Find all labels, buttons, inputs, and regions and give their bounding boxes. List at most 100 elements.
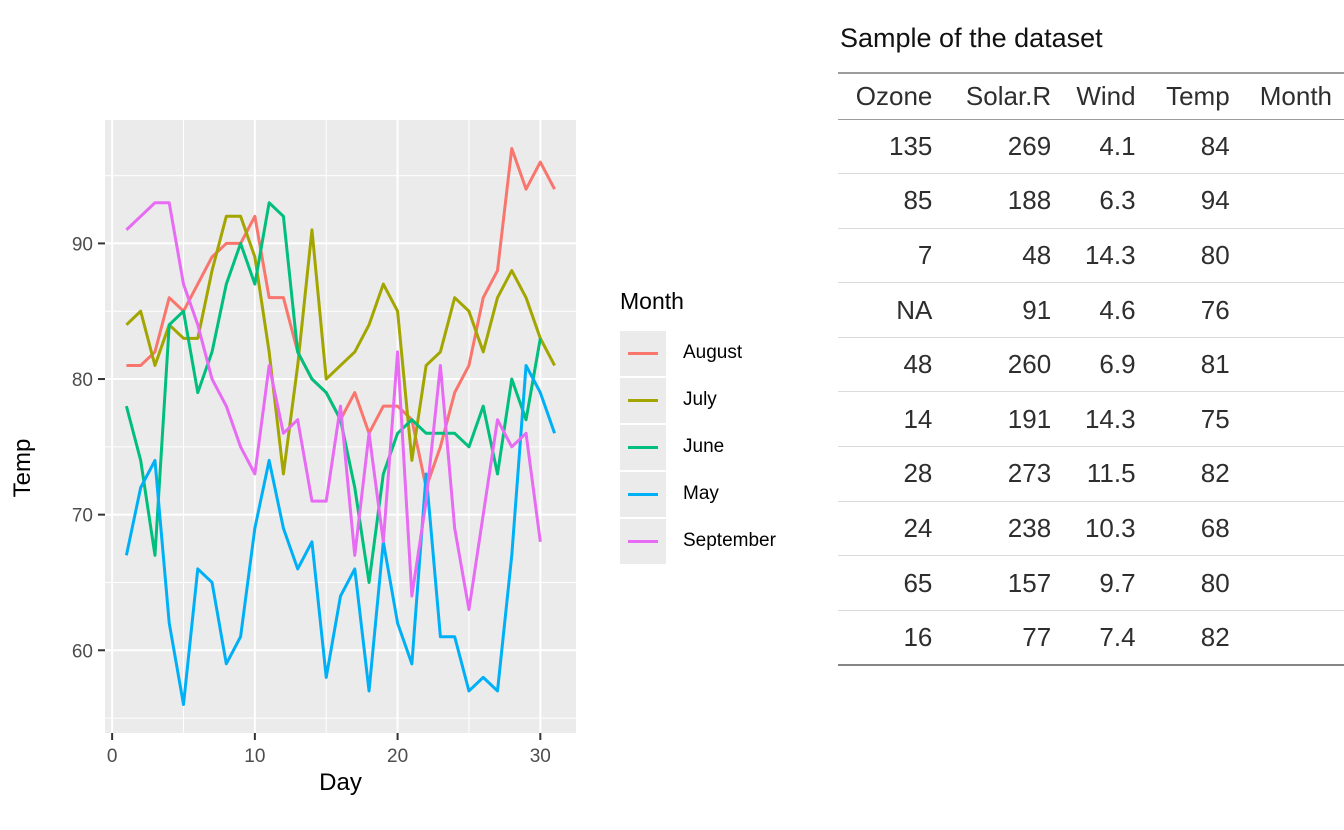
dataset-sample-section: Sample of the dataset Ozone Solar.R Wind Te… xyxy=(838,22,1344,666)
table-cell: 7 xyxy=(917,239,933,270)
table-cell: 82 xyxy=(1200,458,1230,489)
table-cell: 188 xyxy=(1007,185,1052,216)
x-tick-label: 30 xyxy=(530,746,551,767)
table-cell: 191 xyxy=(1007,403,1052,434)
table-cell: 81 xyxy=(1200,349,1230,380)
table-cell xyxy=(1242,228,1344,283)
column-header-wind: Wind xyxy=(1076,80,1136,111)
table-row: 28 273 11.5 82 xyxy=(838,447,1344,502)
x-tick-label: 0 xyxy=(107,746,118,767)
table-cell: 269 xyxy=(1007,130,1052,161)
chart-legend: Month August July June May September xyxy=(620,288,776,565)
table-cell: 135 xyxy=(889,130,933,161)
legend-key-line-icon xyxy=(628,398,658,402)
legend-label-september: September xyxy=(683,530,776,551)
legend-items: August July June May September xyxy=(620,330,776,564)
table-cell: 6.9 xyxy=(1099,349,1136,380)
legend-title: Month xyxy=(620,288,684,314)
table-cell xyxy=(1242,119,1344,174)
legend-item-july: July xyxy=(620,377,776,423)
table-cell: 6.3 xyxy=(1099,185,1136,216)
legend-key-september xyxy=(620,518,666,564)
table-cell: 75 xyxy=(1200,403,1230,434)
y-tick-label: 80 xyxy=(72,370,93,391)
table-cell: 76 xyxy=(1200,294,1230,325)
y-tick-label: 90 xyxy=(72,234,93,255)
table-row: 85 188 6.3 94 xyxy=(838,174,1344,229)
series-line-may xyxy=(124,363,557,707)
y-tick-label: 70 xyxy=(72,506,93,527)
table-cell: 48 xyxy=(1022,239,1052,270)
table-row: NA 91 4.6 76 xyxy=(838,283,1344,338)
table-cell: 238 xyxy=(1007,512,1052,543)
legend-key-may xyxy=(620,471,666,517)
table-cell xyxy=(1242,174,1344,229)
column-header-temp: Temp xyxy=(1166,80,1230,111)
table-cell: 85 xyxy=(903,185,933,216)
table-cell: 77 xyxy=(1022,621,1052,652)
legend-item-may: May xyxy=(620,471,776,517)
legend-label-july: July xyxy=(683,389,717,410)
y-tick-label: 60 xyxy=(72,641,93,662)
table-row: 135 269 4.1 84 xyxy=(838,119,1344,174)
table-row: 24 238 10.3 68 xyxy=(838,501,1344,556)
legend-key-july xyxy=(620,377,666,423)
table-cell: 7.4 xyxy=(1099,621,1136,652)
legend-label-august: August xyxy=(683,342,743,363)
table-cell: 28 xyxy=(903,458,933,489)
legend-key-august xyxy=(620,330,666,376)
y-axis-title: Temp xyxy=(9,439,36,498)
table-cell: 82 xyxy=(1200,621,1230,652)
table-row: 16 77 7.4 82 xyxy=(838,610,1344,665)
table-cell xyxy=(1242,447,1344,502)
sample-table: Ozone Solar.R Wind Temp Month 135 269 4.1 84 85 1… xyxy=(838,72,1344,666)
series-line-september xyxy=(125,201,542,612)
x-axis-title: Day xyxy=(319,769,362,796)
legend-key-june xyxy=(620,424,666,470)
table-cell: 11.5 xyxy=(1086,458,1136,489)
table-cell: 84 xyxy=(1200,130,1230,161)
table-cell: 14 xyxy=(903,403,933,434)
temp-line-chart: 0 10 20 30 60 70 80 90 Day Temp xyxy=(9,120,576,796)
x-tick-label: 20 xyxy=(387,746,408,767)
table-cell: 48 xyxy=(903,349,933,380)
table-cell xyxy=(1242,337,1344,392)
legend-key-line-icon xyxy=(628,492,658,496)
table-cell: 16 xyxy=(903,621,933,652)
table-cell xyxy=(1242,610,1344,665)
column-header-ozone: Ozone xyxy=(855,80,933,111)
legend-key-line-icon xyxy=(628,445,658,449)
table-header-row: Ozone Solar.R Wind Temp Month xyxy=(838,73,1344,119)
table-cell: 65 xyxy=(903,567,933,598)
table-row: 14 191 14.3 75 xyxy=(838,392,1344,447)
table-cell xyxy=(1242,501,1344,556)
table-cell: 24 xyxy=(903,512,933,543)
legend-item-september: September xyxy=(620,518,776,564)
legend-item-june: June xyxy=(620,424,776,470)
column-header-month: Month xyxy=(1259,80,1332,111)
table-cell xyxy=(1242,556,1344,611)
table-cell: 80 xyxy=(1200,567,1230,598)
table-cell: 14.3 xyxy=(1084,403,1136,434)
series-line-july xyxy=(125,214,556,476)
table-cell: NA xyxy=(896,294,933,325)
table-cell xyxy=(1242,283,1344,338)
table-cell: 14.3 xyxy=(1084,239,1136,270)
table-cell: 4.6 xyxy=(1099,294,1136,325)
table-title: Sample of the dataset xyxy=(840,23,1103,53)
table-row: 7 48 14.3 80 xyxy=(838,228,1344,283)
x-tick-label: 10 xyxy=(244,746,265,767)
legend-key-line-icon xyxy=(628,351,658,355)
table-cell: 80 xyxy=(1200,239,1230,270)
table-cell xyxy=(1242,392,1344,447)
legend-item-august: August xyxy=(620,330,776,376)
legend-key-line-icon xyxy=(628,539,658,543)
legend-label-june: June xyxy=(683,436,725,457)
table-cell: 94 xyxy=(1200,185,1230,216)
table-cell: 4.1 xyxy=(1099,130,1136,161)
table-cell: 260 xyxy=(1007,349,1052,380)
table-cell: 9.7 xyxy=(1099,567,1136,598)
legend-label-may: May xyxy=(683,483,719,504)
table-cell: 91 xyxy=(1022,294,1052,325)
table-cell: 157 xyxy=(1007,567,1052,598)
